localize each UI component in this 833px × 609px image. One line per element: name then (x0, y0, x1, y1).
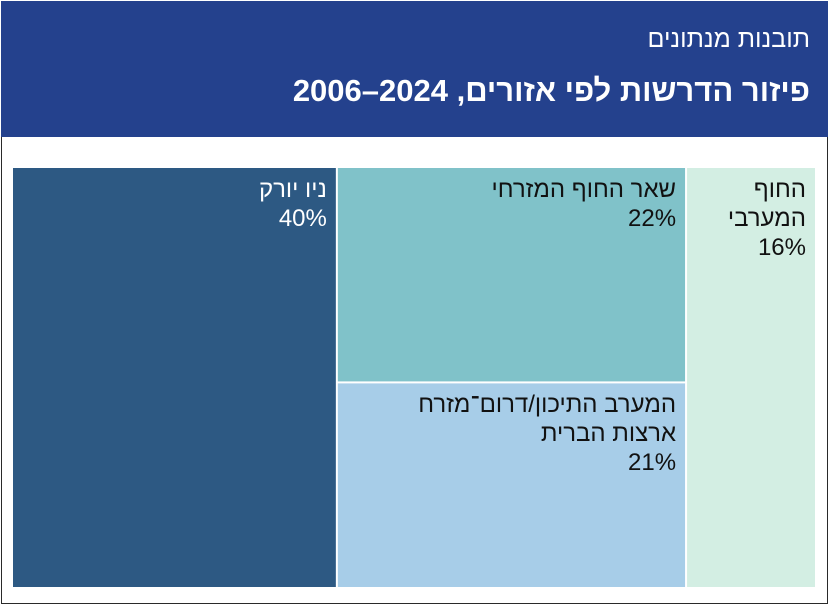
treemap-value-label: 16% (757, 234, 806, 261)
treemap-value-label: 21% (628, 449, 677, 477)
treemap-name-line: שאר החוף המזרחי (491, 176, 677, 203)
treemap-label-new-york: ניו יורק 40% (259, 175, 327, 233)
chart-subtitle: תובנות מנתונים (647, 25, 810, 53)
treemap-value-label: 22% (628, 205, 677, 232)
treemap-label-midwest-southeast: המערב התיכון/דרום־מזרח ארצות הברית 21% (418, 390, 676, 477)
treemap-tile-east-coast (337, 168, 686, 382)
treemap-name-line: ניו יורק (258, 176, 327, 203)
treemap-name-line: ארצות הברית (540, 420, 677, 448)
chart-title: פיזור הדרשות לפי אזורים, 2024–2006 (292, 73, 810, 108)
chart-header: תובנות מנתונים פיזור הדרשות לפי אזורים, … (1, 1, 828, 137)
treemap-tile-midwest-southeast (337, 383, 686, 587)
treemap-label-east-coast: שאר החוף המזרחי 22% (492, 175, 677, 233)
treemap-value-label: 40% (278, 205, 327, 232)
treemap-tile-west-coast (687, 168, 815, 587)
treemap-name-line: המערב התיכון/דרום־מזרח (418, 391, 677, 419)
treemap-label-west-coast: החוף המערבי 16% (728, 175, 806, 262)
treemap-name-line: המערבי (727, 205, 806, 232)
treemap-tile-new-york (13, 168, 336, 587)
treemap-name-line: החוף (753, 176, 806, 203)
